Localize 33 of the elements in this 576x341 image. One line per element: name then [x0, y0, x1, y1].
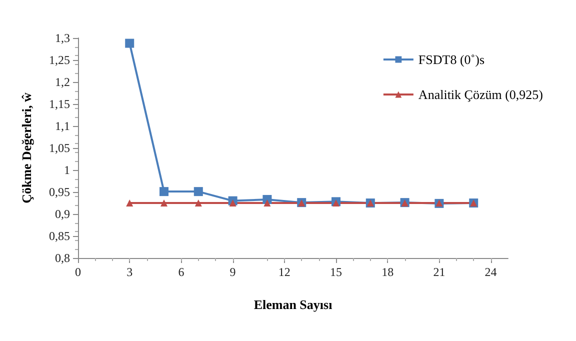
- y-tick-label: 1,3: [55, 31, 70, 45]
- x-tick-label: 9: [230, 265, 236, 279]
- y-tick-label: 1: [64, 163, 70, 177]
- x-tick-label: 12: [278, 265, 290, 279]
- y-tick-label: 1,15: [49, 97, 70, 111]
- x-tick-label: 24: [484, 265, 497, 279]
- point: [264, 200, 271, 206]
- y-tick-label: 0,95: [49, 185, 70, 199]
- y-tick-label: 1,1: [55, 119, 70, 133]
- point: [160, 200, 168, 206]
- x-tick-label: 6: [178, 265, 184, 279]
- point: [332, 200, 340, 206]
- y-tick-label: 0,9: [55, 207, 70, 221]
- point: [194, 200, 202, 206]
- y-tick-label: 1,2: [55, 75, 70, 89]
- legend-label: FSDT8 (0˚)s: [418, 52, 485, 67]
- y-tick-label: 0,85: [49, 229, 70, 243]
- point: [125, 38, 134, 48]
- y-tick-label: 1,25: [49, 53, 70, 67]
- y-tick-label: 1,05: [49, 141, 70, 155]
- point: [194, 187, 203, 196]
- point: [126, 200, 134, 206]
- y-tick-label: 0,8: [55, 251, 70, 265]
- y-axis-title: Çökme Değerleri, ŵ: [19, 92, 34, 204]
- point: [229, 200, 236, 206]
- x-tick-label: 0: [75, 265, 81, 279]
- point: [160, 187, 168, 196]
- legend-label: Analitik Çözüm (0,925): [418, 87, 544, 102]
- x-axis-title: Eleman Sayısı: [254, 297, 333, 312]
- x-tick-label: 15: [330, 265, 342, 279]
- x-tick-label: 21: [433, 265, 446, 279]
- x-tick-label: 3: [126, 265, 133, 279]
- x-tick-label: 18: [382, 265, 394, 279]
